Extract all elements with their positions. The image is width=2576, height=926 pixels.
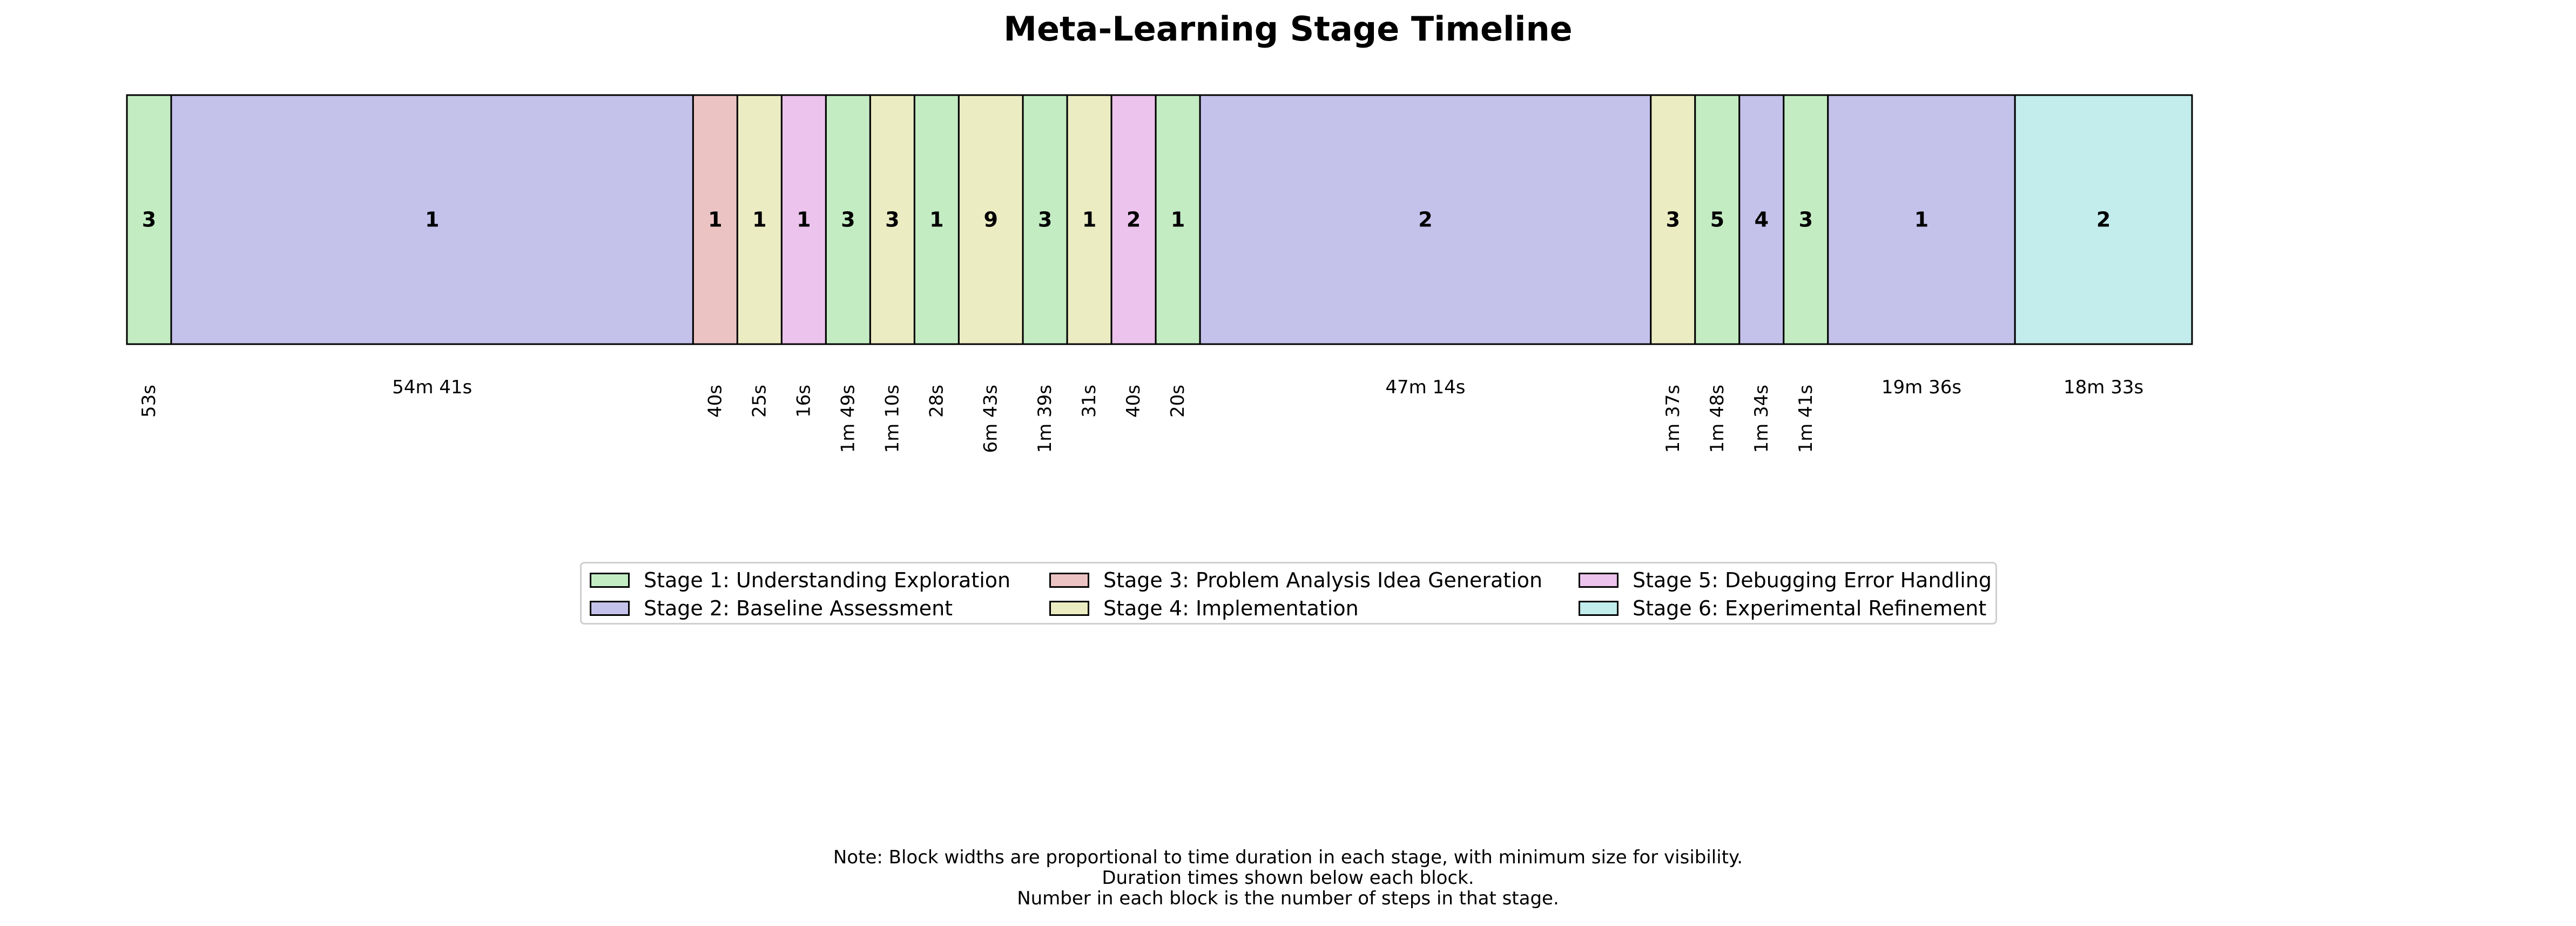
block-duration-label: 1m 49s bbox=[837, 385, 859, 453]
stage-block bbox=[1155, 94, 1201, 345]
stage-block bbox=[1110, 94, 1157, 345]
legend-label: Stage 5: Debugging Error Handling bbox=[1633, 568, 1992, 592]
note-line: Note: Block widths are proportional to t… bbox=[833, 847, 1743, 868]
block-duration-label: 20s bbox=[1167, 385, 1189, 418]
legend-swatch bbox=[1049, 601, 1089, 616]
legend-swatch bbox=[590, 573, 630, 588]
block-steps-label: 3 bbox=[841, 208, 855, 232]
legend-item: Stage 4: Implementation bbox=[1049, 594, 1359, 623]
legend-swatch bbox=[1579, 573, 1619, 588]
block-steps-label: 1 bbox=[708, 208, 722, 232]
stage-block bbox=[126, 94, 172, 345]
block-duration-label: 28s bbox=[926, 385, 947, 418]
stage-block bbox=[170, 94, 694, 345]
legend-item: Stage 2: Baseline Assessment bbox=[590, 594, 953, 623]
stage-block bbox=[2014, 94, 2193, 345]
stage-block bbox=[913, 94, 960, 345]
block-duration-label: 31s bbox=[1078, 385, 1100, 418]
block-steps-label: 3 bbox=[1038, 208, 1052, 232]
stage-block bbox=[1022, 94, 1068, 345]
legend-item: Stage 6: Experimental Refinement bbox=[1579, 594, 1986, 623]
block-duration-label: 18m 33s bbox=[2064, 377, 2143, 398]
block-duration-label: 19m 36s bbox=[1882, 377, 1961, 398]
block-steps-label: 3 bbox=[1799, 208, 1813, 232]
legend-label: Stage 6: Experimental Refinement bbox=[1633, 596, 1987, 620]
stage-block bbox=[825, 94, 871, 345]
note: Note: Block widths are proportional to t… bbox=[0, 847, 2576, 909]
legend-item: Stage 1: Understanding Exploration bbox=[590, 566, 1010, 595]
stage-block bbox=[957, 94, 1024, 345]
stage-block bbox=[1650, 94, 1696, 345]
legend-swatch bbox=[1049, 573, 1089, 588]
block-duration-label: 1m 41s bbox=[1795, 385, 1817, 453]
legend-item: Stage 3: Problem Analysis Idea Generatio… bbox=[1049, 566, 1542, 595]
block-steps-label: 5 bbox=[1710, 208, 1724, 232]
block-duration-label: 1m 37s bbox=[1662, 385, 1684, 453]
block-duration-label: 40s bbox=[1123, 385, 1144, 418]
block-steps-label: 2 bbox=[2096, 208, 2110, 232]
legend-item: Stage 5: Debugging Error Handling bbox=[1579, 566, 1992, 595]
block-steps-label: 1 bbox=[1914, 208, 1928, 232]
note-line: Number in each block is the number of st… bbox=[1017, 888, 1559, 909]
block-duration-label: 47m 14s bbox=[1385, 377, 1465, 398]
stage-block bbox=[1694, 94, 1741, 345]
block-steps-label: 1 bbox=[425, 208, 439, 232]
legend-label: Stage 4: Implementation bbox=[1103, 596, 1359, 620]
block-duration-label: 54m 41s bbox=[392, 377, 472, 398]
block-steps-label: 9 bbox=[984, 208, 998, 232]
timeline-chart: 3 53s 1 54m 41s 1 40s 1 25s 1 16s 3 1m 49s 3 1m 10s 1 2… bbox=[126, 94, 2193, 453]
block-duration-label: 6m 43s bbox=[980, 385, 1002, 453]
legend-label: Stage 3: Problem Analysis Idea Generatio… bbox=[1103, 568, 1543, 592]
block-steps-label: 1 bbox=[1171, 208, 1185, 232]
block-steps-label: 3 bbox=[142, 208, 156, 232]
stage-block bbox=[1199, 94, 1652, 345]
stage-block bbox=[692, 94, 738, 345]
block-steps-label: 1 bbox=[929, 208, 943, 232]
stage-block bbox=[1738, 94, 1785, 345]
block-steps-label: 3 bbox=[1666, 208, 1680, 232]
block-duration-label: 40s bbox=[704, 385, 726, 418]
note-line: Duration times shown below each block. bbox=[1102, 867, 1474, 889]
block-duration-label: 1m 10s bbox=[881, 385, 903, 453]
legend-swatch bbox=[590, 601, 630, 616]
block-steps-label: 1 bbox=[752, 208, 766, 232]
legend-label: Stage 2: Baseline Assessment bbox=[644, 596, 953, 620]
stage-block bbox=[780, 94, 827, 345]
legend-label: Stage 1: Understanding Exploration bbox=[644, 568, 1011, 592]
stage-block bbox=[1827, 94, 2016, 345]
stage-block bbox=[736, 94, 783, 345]
block-steps-label: 3 bbox=[885, 208, 899, 232]
legend-swatch bbox=[1579, 601, 1619, 616]
block-duration-label: 1m 34s bbox=[1751, 385, 1772, 453]
block-steps-label: 2 bbox=[1127, 208, 1141, 232]
block-duration-label: 1m 39s bbox=[1034, 385, 1056, 453]
block-duration-label: 16s bbox=[793, 385, 814, 418]
block-duration-label: 53s bbox=[138, 385, 160, 418]
chart-title: Meta-Learning Stage Timeline bbox=[1003, 9, 1573, 49]
block-steps-label: 1 bbox=[1082, 208, 1096, 232]
legend: Stage 1: Understanding Exploration Stage … bbox=[580, 562, 1997, 625]
stage-block bbox=[1066, 94, 1112, 345]
block-steps-label: 4 bbox=[1755, 208, 1769, 232]
stage-block bbox=[1783, 94, 1829, 345]
block-duration-label: 1m 48s bbox=[1707, 385, 1728, 453]
block-duration-label: 25s bbox=[748, 385, 770, 418]
block-steps-label: 1 bbox=[797, 208, 811, 232]
block-steps-label: 2 bbox=[1418, 208, 1432, 232]
